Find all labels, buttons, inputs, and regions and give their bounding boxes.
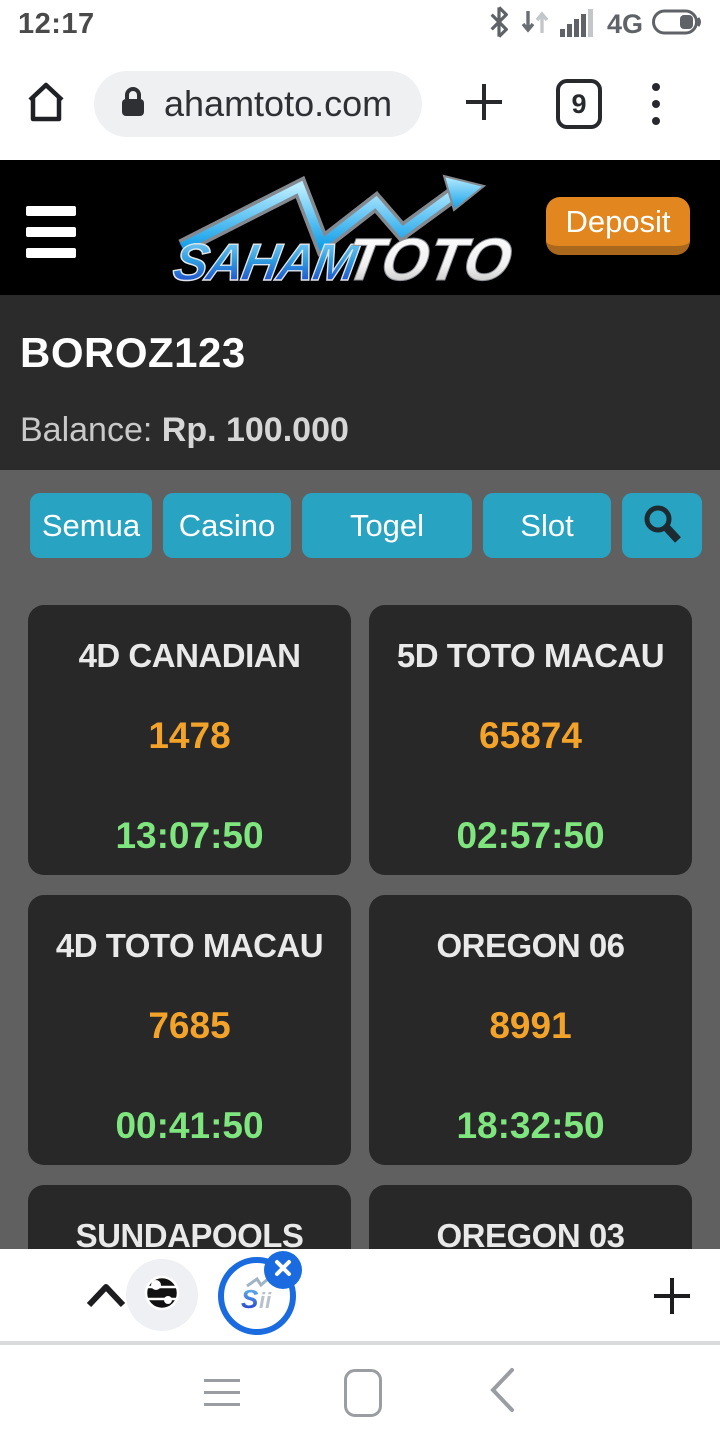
back-nav-icon[interactable] xyxy=(486,1364,516,1421)
game-name: 4D TOTO MACAU xyxy=(55,927,324,964)
hamburger-menu-icon[interactable] xyxy=(26,206,76,269)
game-name: OREGON 06 xyxy=(436,927,625,964)
game-name: 4D CANADIAN xyxy=(78,637,301,674)
balance-label: Balance: xyxy=(20,411,162,449)
game-card-4d-toto-macau[interactable]: 4D TOTO MACAU 7685 00:41:50 xyxy=(28,895,351,1165)
clock: 12:17 xyxy=(18,7,95,40)
search-icon xyxy=(640,502,684,549)
game-name: OREGON 03 xyxy=(436,1217,625,1254)
data-arrows-icon xyxy=(519,7,551,42)
game-countdown: 02:57:50 xyxy=(456,815,605,856)
deposit-button[interactable]: Deposit xyxy=(546,197,690,255)
site-header: SAHAM TOTO Deposit xyxy=(0,160,720,295)
balance-value: Rp. 100.000 xyxy=(161,411,349,449)
logo-text-toto: TOTO xyxy=(341,225,517,292)
home-nav-icon[interactable] xyxy=(344,1368,382,1417)
game-card-oregon-06[interactable]: OREGON 06 8991 18:32:50 xyxy=(369,895,692,1165)
filter-casino-button[interactable]: Casino xyxy=(163,493,291,558)
browser-toolbar: ahamtoto.com 9 xyxy=(0,48,720,160)
home-button[interactable] xyxy=(22,78,70,131)
game-name: SUNDAPOOLS xyxy=(75,1217,304,1254)
globe-icon xyxy=(142,1273,182,1318)
logo-text-saham: SAHAM xyxy=(169,234,363,292)
site-shortcut-chip[interactable] xyxy=(126,1259,198,1331)
balance-row: Balance: Rp. 100.000 xyxy=(20,411,700,450)
svg-text:S: S xyxy=(241,1284,259,1314)
status-bar: 12:17 4G xyxy=(0,0,720,48)
expand-chevron-button[interactable] xyxy=(83,1282,129,1315)
game-countdown: 00:41:50 xyxy=(115,1105,264,1146)
nav-divider xyxy=(0,1341,720,1345)
game-name: 5D TOTO MACAU xyxy=(396,637,665,674)
lock-icon xyxy=(120,86,146,123)
filter-togel-button[interactable]: Togel xyxy=(302,493,472,558)
username: BOROZ123 xyxy=(20,329,246,376)
floating-app-bubble[interactable]: S ii xyxy=(218,1251,302,1335)
new-tab-button[interactable] xyxy=(460,78,508,131)
game-result: 7685 xyxy=(148,1005,231,1046)
game-card-5d-toto-macau[interactable]: 5D TOTO MACAU 65874 02:57:50 xyxy=(369,605,692,875)
game-result: 1478 xyxy=(148,715,231,756)
android-navigation-bar xyxy=(0,1345,720,1440)
dock-add-button[interactable] xyxy=(650,1274,694,1323)
close-icon xyxy=(273,1258,293,1283)
svg-text:ii: ii xyxy=(259,1288,272,1313)
mini-logo-icon: S ii xyxy=(235,1272,279,1321)
battery-icon xyxy=(652,8,702,41)
close-bubble-button[interactable] xyxy=(264,1251,302,1289)
status-icons: 4G xyxy=(488,5,702,43)
game-countdown: 13:07:50 xyxy=(115,815,264,856)
tab-switcher-button[interactable]: 9 xyxy=(556,79,602,129)
game-card-4d-canadian[interactable]: 4D CANADIAN 1478 13:07:50 xyxy=(28,605,351,875)
filter-slot-button[interactable]: Slot xyxy=(483,493,611,558)
game-result: 8991 xyxy=(489,1005,572,1046)
url-text: ahamtoto.com xyxy=(164,83,393,124)
recents-menu-icon[interactable] xyxy=(204,1370,240,1415)
sahamtoto-logo[interactable]: SAHAM TOTO xyxy=(152,162,552,297)
tab-count: 9 xyxy=(571,88,587,119)
bluetooth-icon xyxy=(488,5,510,43)
search-button[interactable] xyxy=(622,493,702,558)
browser-menu-button[interactable] xyxy=(652,83,660,125)
filter-bar: Semua Casino Togel Slot xyxy=(30,493,702,558)
filter-semua-button[interactable]: Semua xyxy=(30,493,152,558)
game-countdown: 18:32:50 xyxy=(456,1105,605,1146)
signal-icon xyxy=(559,7,598,42)
network-type-label: 4G xyxy=(606,8,643,39)
address-bar[interactable]: ahamtoto.com xyxy=(94,71,422,137)
game-result: 65874 xyxy=(479,715,582,756)
browser-bottom-dock: S ii xyxy=(0,1249,720,1341)
account-section: BOROZ123 Balance: Rp. 100.000 xyxy=(0,295,720,470)
